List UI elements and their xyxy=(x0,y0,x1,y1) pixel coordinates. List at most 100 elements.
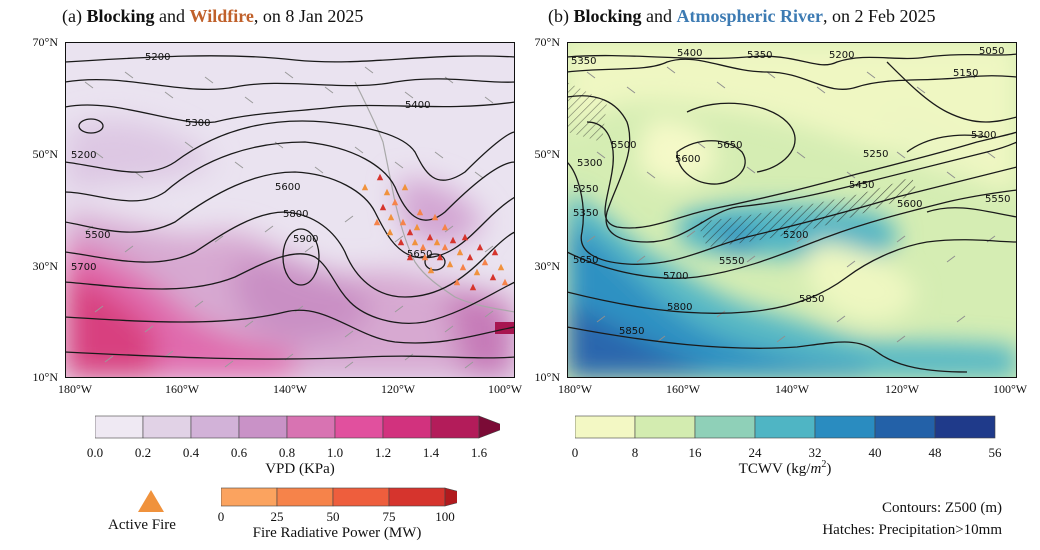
contour-label: 5200 xyxy=(71,150,96,161)
active-fire-marker xyxy=(397,238,405,246)
active-fire-marker xyxy=(426,233,434,241)
lon-label: 120°W xyxy=(884,382,920,396)
active-fire-marker xyxy=(441,243,449,251)
vpd-colorbar xyxy=(95,415,500,439)
colorbar-tick-label: 16 xyxy=(688,445,702,460)
colorbar-tick-label: 0.6 xyxy=(230,445,248,460)
active-fire-marker xyxy=(459,263,467,271)
colorbar-tick-label: 75 xyxy=(382,509,396,524)
active-fire-marker xyxy=(376,173,384,181)
colorbar-tick-label: 25 xyxy=(270,509,284,524)
contour-label: 5350 xyxy=(571,56,596,67)
contour-label: 5200 xyxy=(145,52,170,63)
colorbar-cell xyxy=(190,415,240,439)
colorbar-tick-label: 1.4 xyxy=(422,445,440,460)
colorbar-tick-label: 0.4 xyxy=(182,445,200,460)
contour-label: 5200 xyxy=(829,50,854,61)
colorbar-tick-label: 0 xyxy=(571,445,579,460)
active-fire-marker xyxy=(481,258,489,266)
contour-label: 5350 xyxy=(573,208,598,219)
active-fire-marker xyxy=(456,248,464,256)
active-fire-marker xyxy=(436,253,444,261)
hatches-note: Hatches: Precipitation>10mm xyxy=(822,522,1002,538)
panel-b-title: (b) Blocking and Atmospheric River, on 2… xyxy=(548,6,936,26)
active-fire-marker xyxy=(386,228,394,236)
colorbar-tick-label: 50 xyxy=(326,509,340,524)
active-fire-marker xyxy=(401,183,409,191)
contour-label: 5850 xyxy=(799,294,824,305)
lon-label: 180°W xyxy=(57,382,93,396)
colorbar-tick-label: 56 xyxy=(988,445,1002,460)
lon-label: 180°W xyxy=(557,382,593,396)
colorbar-tick-label: 32 xyxy=(808,445,822,460)
lon-label: 100°W xyxy=(487,382,523,396)
active-fire-marker xyxy=(476,243,484,251)
lat-label: 10°N xyxy=(534,370,560,384)
colorbar-cell xyxy=(634,415,696,439)
colorbar-cell xyxy=(221,487,278,507)
contour-label: 5500 xyxy=(611,140,636,151)
active-fire-marker xyxy=(379,203,387,211)
colorbar-cell xyxy=(575,415,636,439)
colorbar-cell xyxy=(388,487,446,507)
active-fire-marker xyxy=(473,268,481,276)
contour-label: 5650 xyxy=(407,249,432,260)
active-fire-marker xyxy=(421,253,429,261)
contour-label: 5650 xyxy=(573,255,598,266)
contour-label: 5150 xyxy=(953,68,978,79)
active-fire-marker xyxy=(497,263,505,271)
colorbar-cell xyxy=(332,487,390,507)
active-fire-marker xyxy=(446,260,454,268)
contours-note: Contours: Z500 (m) xyxy=(882,500,1002,516)
contour-label: 5350 xyxy=(747,50,772,61)
lon-label: 160°W xyxy=(665,382,701,396)
vpd-label: VPD (KPa) xyxy=(265,461,335,477)
contour-label: 5550 xyxy=(719,256,744,267)
colorbar-cell xyxy=(95,415,144,439)
active-fire-marker xyxy=(387,213,395,221)
active-fire-marker xyxy=(383,188,391,196)
lat-label: 30°N xyxy=(32,259,58,273)
colorbar-tick-label: 48 xyxy=(928,445,942,460)
lat-label: 50°N xyxy=(32,147,58,161)
colorbar-cell xyxy=(142,415,192,439)
contour-label: 5400 xyxy=(677,48,702,59)
contour-label: 5700 xyxy=(71,262,96,273)
active-fire-marker xyxy=(391,198,399,206)
contour-label: 5300 xyxy=(185,118,210,129)
contour-label: 5800 xyxy=(667,302,692,313)
lat-label: 70°N xyxy=(32,35,58,49)
contour-label: 5450 xyxy=(849,180,874,191)
contour-label: 5700 xyxy=(663,271,688,282)
active-fire-marker xyxy=(411,238,419,246)
colorbar-tick-label: 1.0 xyxy=(326,445,344,460)
lon-label: 120°W xyxy=(380,382,416,396)
active-fire-label: Active Fire xyxy=(108,517,176,533)
contour-label: 5600 xyxy=(275,182,300,193)
colorbar-cell xyxy=(286,415,336,439)
colorbar-cell xyxy=(874,415,936,439)
map-panel-a: 5200 5300 5400 5500 5600 5700 5800 5900 … xyxy=(65,42,515,378)
map-panel-b: 5350 5400 5350 5200 5050 5150 5300 5250 … xyxy=(567,42,1017,378)
colorbar-tick-label: 0.2 xyxy=(134,445,152,460)
active-fire-marker xyxy=(431,213,439,221)
contour-label: 5050 xyxy=(979,46,1004,57)
contour-label: 5200 xyxy=(783,230,808,241)
colorbar-cell xyxy=(276,487,334,507)
contour-label: 5600 xyxy=(897,199,922,210)
contour-label: 5600 xyxy=(675,154,700,165)
lon-label: 140°W xyxy=(774,382,810,396)
active-fire-marker xyxy=(416,208,424,216)
contour-label: 5800 xyxy=(283,209,308,220)
lon-label: 160°W xyxy=(164,382,200,396)
colorbar-cell xyxy=(444,487,457,507)
active-fire-marker xyxy=(413,223,421,231)
lat-label: 70°N xyxy=(534,35,560,49)
tcwv-label: TCWV (kg/m2) xyxy=(738,459,832,477)
active-fire-points xyxy=(361,173,509,291)
colorbar-tick-label: 40 xyxy=(868,445,882,460)
active-fire-marker xyxy=(491,248,499,256)
contour-label: 5250 xyxy=(573,184,598,195)
colorbar-tick-label: 24 xyxy=(748,445,762,460)
colorbar-cell xyxy=(334,415,384,439)
